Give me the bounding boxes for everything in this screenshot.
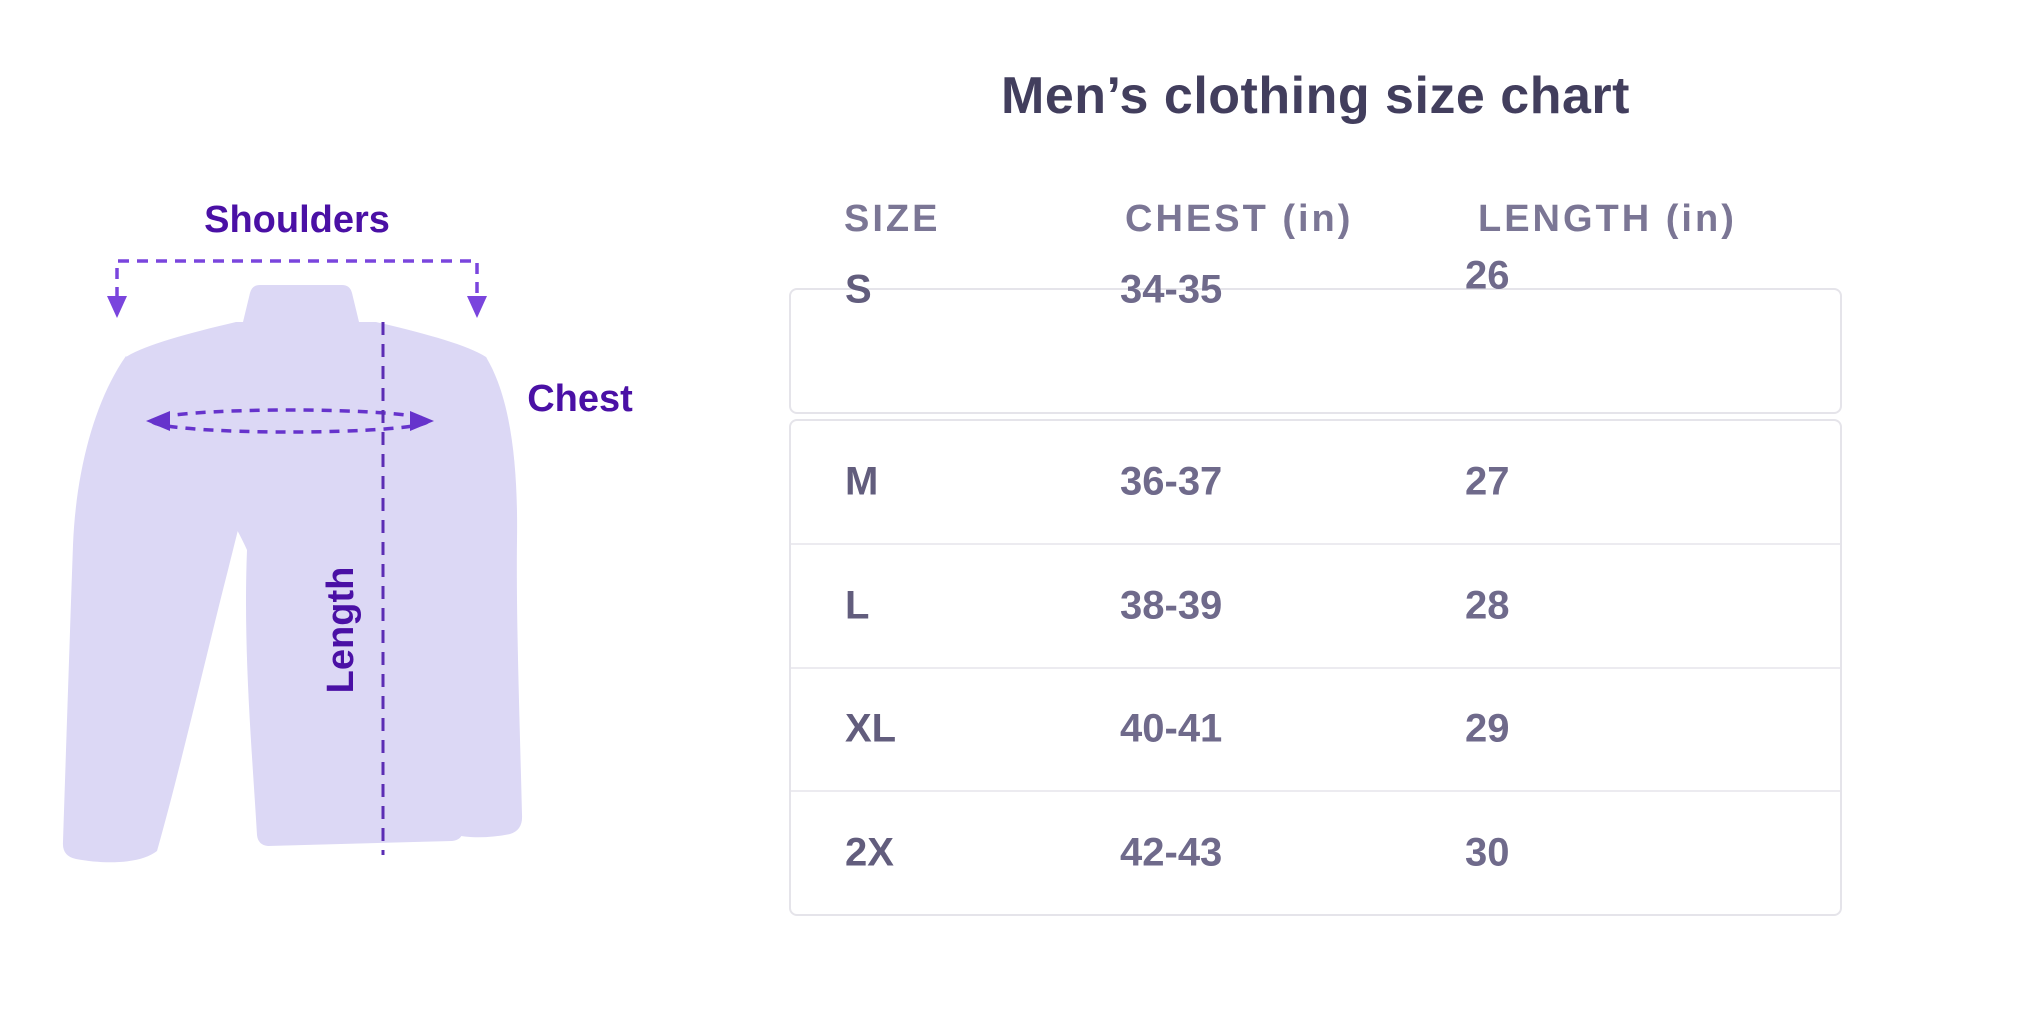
table-row: M 36-37 27	[791, 421, 1840, 545]
shoulders-right-arrow-icon	[467, 296, 487, 318]
table-row: L 38-39 28	[791, 545, 1840, 669]
size-table-first-box: S 34-35 26	[789, 254, 1842, 414]
chest-right-arrow-icon	[410, 411, 434, 431]
length-cell: 30	[1465, 830, 1510, 875]
length-cell: 26	[1465, 253, 1510, 298]
size-cell: S	[845, 267, 872, 312]
shoulders-left-arrow-icon	[107, 296, 127, 318]
chest-left-arrow-icon	[146, 411, 170, 431]
column-header-chest: CHEST (in)	[1125, 198, 1354, 240]
table-row: 2X 42-43 30	[791, 792, 1840, 914]
column-header-length: LENGTH (in)	[1478, 198, 1737, 240]
size-cell: XL	[845, 706, 897, 751]
chest-cell: 36-37	[1120, 459, 1223, 504]
chest-cell: 42-43	[1120, 830, 1223, 875]
chest-cell: 34-35	[1120, 267, 1223, 312]
size-cell: 2X	[845, 830, 894, 875]
length-label: Length	[320, 567, 362, 694]
column-header-size: SIZE	[844, 198, 941, 240]
chest-cell: 40-41	[1120, 706, 1223, 751]
table-row: XL 40-41 29	[791, 669, 1840, 793]
shoulders-label: Shoulders	[204, 199, 390, 241]
size-cell: M	[845, 459, 879, 504]
shirt-left-sleeve	[62, 356, 248, 863]
page-title: Men’s clothing size chart	[1001, 67, 1630, 125]
shoulders-bracket-line	[115, 259, 479, 298]
chest-cell: 38-39	[1120, 583, 1223, 628]
length-cell: 28	[1465, 583, 1510, 628]
length-cell: 29	[1465, 706, 1510, 751]
size-cell: L	[845, 583, 870, 628]
shirt-collar	[243, 285, 359, 322]
shirt-right-sleeve	[368, 357, 523, 838]
chest-label: Chest	[527, 378, 633, 420]
shirt-measurement-diagram: Shoulders Chest Length	[62, 199, 633, 863]
size-table-rest-box: M 36-37 27 L 38-39 28 XL 40-41 29 2X 42-…	[789, 419, 1842, 916]
length-cell: 27	[1465, 459, 1510, 504]
